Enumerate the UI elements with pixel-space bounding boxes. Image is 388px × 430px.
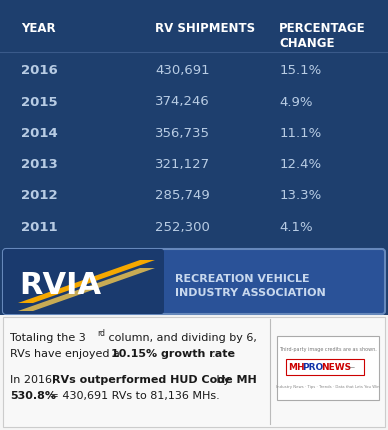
Text: PRO: PRO [302, 362, 323, 372]
Text: 252,300: 252,300 [155, 221, 210, 234]
Text: 15.1%: 15.1% [279, 64, 322, 77]
Text: 285,749: 285,749 [155, 190, 210, 203]
Text: 4.9%: 4.9% [279, 95, 313, 108]
Text: 10.15% growth rate: 10.15% growth rate [111, 349, 235, 359]
Text: = 430,691 RVs to 81,136 MHs.: = 430,691 RVs to 81,136 MHs. [46, 391, 220, 401]
Text: 2015: 2015 [21, 95, 58, 108]
Text: 2014: 2014 [21, 127, 58, 140]
Text: RVIA: RVIA [19, 271, 101, 300]
Text: In 2016,: In 2016, [10, 375, 59, 385]
Text: MH: MH [288, 362, 305, 372]
Bar [0, 315, 388, 430]
Polygon shape [18, 268, 155, 311]
Text: 2011: 2011 [21, 221, 58, 234]
FancyBboxPatch shape [3, 249, 164, 314]
Text: YEAR: YEAR [21, 22, 56, 35]
Text: NEWS: NEWS [321, 362, 351, 372]
Bar [286, 359, 364, 375]
Text: 4.1%: 4.1% [279, 221, 313, 234]
Polygon shape [18, 260, 155, 303]
Text: 2016: 2016 [21, 64, 58, 77]
Text: 13.3%: 13.3% [279, 190, 322, 203]
Text: PERCENTAGE
CHANGE: PERCENTAGE CHANGE [279, 22, 366, 50]
Text: 430,691: 430,691 [155, 64, 210, 77]
Text: .: . [212, 349, 216, 359]
Text: 374,246: 374,246 [155, 95, 210, 108]
Text: 356,735: 356,735 [155, 127, 210, 140]
Bar [0, 0, 388, 315]
Text: Third-party image credits are as shown.: Third-party image credits are as shown. [279, 347, 377, 352]
Text: Totaling the 3: Totaling the 3 [10, 333, 86, 343]
Bar [3, 317, 385, 427]
Text: 12.4%: 12.4% [279, 158, 322, 171]
FancyBboxPatch shape [3, 249, 385, 314]
FancyBboxPatch shape [277, 336, 379, 400]
Text: RVs have enjoyed a: RVs have enjoyed a [10, 349, 123, 359]
Text: RV SHIPMENTS: RV SHIPMENTS [155, 22, 255, 35]
Text: column, and dividing by 6,: column, and dividing by 6, [105, 333, 257, 343]
Text: Industry News · Tips · Trends · Data that Lets You Win: Industry News · Tips · Trends · Data tha… [276, 385, 380, 389]
Text: 11.1%: 11.1% [279, 127, 322, 140]
Text: rd: rd [97, 329, 105, 338]
Text: —: — [348, 364, 355, 370]
Text: RECREATION VEHICLE
INDUSTRY ASSOCIATION: RECREATION VEHICLE INDUSTRY ASSOCIATION [175, 273, 326, 298]
Text: 321,127: 321,127 [155, 158, 210, 171]
Text: 530.8%: 530.8% [10, 391, 56, 401]
Text: 2013: 2013 [21, 158, 58, 171]
Text: by: by [213, 375, 230, 385]
Text: 2012: 2012 [21, 190, 58, 203]
Text: RVs outperformed HUD Code MH: RVs outperformed HUD Code MH [52, 375, 257, 385]
